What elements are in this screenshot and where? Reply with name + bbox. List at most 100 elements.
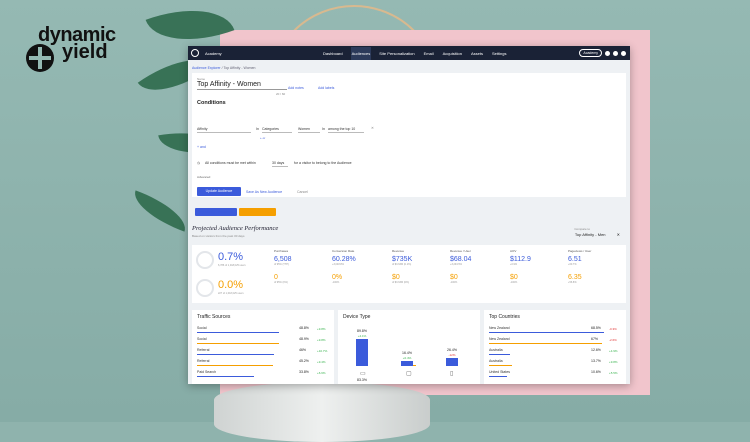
chip-men[interactable]: Top Affinity - Men ✕ bbox=[238, 208, 276, 216]
chip-women-label: Top Affinity - Women bbox=[198, 210, 230, 214]
nav-site-personalization[interactable]: Site Personalization bbox=[379, 50, 415, 56]
reach-a-pct: 0.7% bbox=[218, 251, 244, 263]
country-row-bar bbox=[489, 332, 605, 333]
country-row-value: 12.6% bbox=[591, 348, 601, 352]
country-row-delta: +5.5% bbox=[609, 370, 618, 375]
metric-label: Conversion Rate bbox=[332, 249, 355, 253]
traffic-row-delta: +9.8% bbox=[317, 326, 326, 331]
device-bar-a bbox=[401, 361, 413, 366]
visitor-belong-text: for a visitor to belong to the Audience bbox=[294, 161, 352, 165]
user-pill[interactable]: Academy bbox=[579, 49, 602, 57]
advanced-toggle[interactable]: Advanced bbox=[197, 175, 211, 179]
conditions-heading: Conditions bbox=[197, 100, 226, 106]
metric-b: 6.35 bbox=[568, 274, 582, 281]
metric-b: $0 bbox=[392, 274, 400, 281]
chip-women[interactable]: Top Affinity - Women ✕ bbox=[195, 208, 237, 216]
metric-a: 6,508 bbox=[274, 256, 292, 263]
nav-acquisition[interactable]: Acquisition bbox=[442, 50, 462, 56]
metric-b-sub: of 95% (0%) bbox=[274, 281, 288, 284]
name-counter: 20 / 60 bbox=[276, 92, 286, 96]
metric-b-delta: +56.8% bbox=[568, 281, 577, 284]
nav-settings[interactable]: Settings bbox=[492, 50, 507, 56]
reach-ring-b bbox=[196, 279, 214, 297]
top-countries-card: Top Countries New Zealand 68.5% -0.3% New Z… bbox=[484, 310, 626, 384]
country-row-bar bbox=[489, 354, 511, 355]
metric-label: Revenue / User bbox=[450, 249, 471, 253]
nav-audiences[interactable]: Audiences bbox=[350, 46, 372, 60]
cart-icon[interactable] bbox=[621, 50, 626, 56]
nav-dashboard[interactable]: Dashboard bbox=[323, 50, 343, 56]
metric-b: $0 bbox=[450, 274, 458, 281]
traffic-row-delta: +10.7% bbox=[317, 348, 328, 353]
metric-a: 6.51 bbox=[568, 256, 582, 263]
condition-value-select[interactable]: Women bbox=[298, 127, 320, 133]
traffic-row-bar bbox=[197, 354, 275, 355]
remove-condition-icon[interactable]: ✕ bbox=[371, 126, 374, 130]
site-selector[interactable]: Academy bbox=[205, 50, 222, 56]
cancel-button[interactable]: Cancel bbox=[297, 190, 308, 194]
metric-b-delta: -100% bbox=[510, 281, 518, 284]
metric-pageviews-per-user: Pageviews / User 6.51 +60.7% 6.35 +56.8% bbox=[568, 249, 623, 284]
traffic-row-name: Paid Search bbox=[197, 370, 217, 374]
country-row-name: New Zealand bbox=[489, 326, 510, 330]
metric-b-delta: -100% bbox=[332, 281, 340, 284]
metric-label: AOV bbox=[510, 249, 517, 253]
chip-close-icon[interactable]: ✕ bbox=[230, 210, 234, 214]
brand-line2: yield bbox=[62, 41, 108, 63]
condition-field-select[interactable]: Affinity bbox=[197, 127, 251, 133]
reach-ring-a bbox=[196, 251, 214, 269]
save-new-audience-button[interactable]: Save As New Audience bbox=[246, 190, 283, 194]
traffic-row-name: Referral bbox=[197, 359, 210, 363]
metric-a-delta: +60.7% bbox=[568, 263, 577, 266]
metrics-panel: 0.7% 6,786 of 1,018,025 users 0.0% 227 o… bbox=[192, 245, 626, 303]
projected-title: Projected Audience Performance bbox=[192, 225, 279, 232]
metric-purchases: Purchases 6,508 of 95% (TTP) 0 of 95% (0… bbox=[274, 249, 329, 284]
metric-a-delta: +0.9% bbox=[510, 263, 518, 266]
audience-name-input[interactable]: Top Affinity - Women bbox=[197, 81, 287, 90]
mobile-icon: ▯ bbox=[450, 371, 454, 377]
device-value-b: 83.3% bbox=[357, 378, 367, 382]
add-labels-link[interactable]: Add labels bbox=[318, 86, 335, 90]
add-notes-link[interactable]: Add notes bbox=[288, 86, 304, 90]
chip-close-icon[interactable]: ✕ bbox=[269, 210, 273, 214]
country-row-delta: -2.6% bbox=[609, 337, 617, 342]
device-type-title: Device Type bbox=[343, 314, 371, 320]
metric-a: $735K bbox=[392, 256, 413, 263]
condition-in2-text: In bbox=[322, 127, 325, 131]
compare-select[interactable]: Top Affinity - Men ✕ bbox=[575, 232, 620, 237]
update-audience-button[interactable]: Update Audience bbox=[197, 187, 241, 196]
metric-label: Pageviews / User bbox=[568, 249, 592, 253]
top-countries-title: Top Countries bbox=[489, 314, 520, 320]
device-delta-a: +4.1% bbox=[357, 334, 367, 339]
days-select[interactable]: 30 days bbox=[272, 161, 288, 167]
breadcrumb: Audience Explorer / Top Affinity - Women bbox=[192, 66, 255, 70]
clear-compare-icon[interactable]: ✕ bbox=[616, 232, 620, 237]
breadcrumb-current: Top Affinity - Women bbox=[223, 66, 256, 70]
traffic-row-bar bbox=[197, 365, 273, 366]
metric-revenue-per-user: Revenue / User $68.04 +3,294.5% $0 -100% bbox=[450, 249, 505, 284]
reach-a-sub: 6,786 of 1,018,025 users bbox=[218, 264, 246, 267]
condition-range-select[interactable]: among the top 10 bbox=[328, 127, 364, 133]
compare-value: Top Affinity - Men bbox=[574, 232, 606, 237]
tablet-icon: ▢ bbox=[406, 371, 412, 377]
breadcrumb-parent[interactable]: Audience Explorer bbox=[192, 66, 221, 70]
profile-icon[interactable] bbox=[613, 50, 618, 56]
or-link[interactable]: + or bbox=[260, 136, 266, 140]
traffic-row-value: 45.2% bbox=[299, 359, 309, 363]
metric-a: 60.28% bbox=[332, 256, 356, 263]
metric-revenue: Revenue $735K of $3.63M (0.1%) $0 of $3.… bbox=[392, 249, 447, 284]
metric-a: $112.9 bbox=[510, 256, 531, 263]
nav-assets[interactable]: Assets bbox=[470, 50, 483, 56]
nav-email[interactable]: Email bbox=[423, 50, 434, 56]
chip-men-label: Top Affinity - Men bbox=[241, 210, 269, 214]
audience-chips: Top Affinity - Women ✕ Top Affinity - Me… bbox=[195, 208, 276, 216]
app-logo-icon[interactable] bbox=[191, 49, 199, 57]
and-link[interactable]: + and bbox=[197, 145, 206, 149]
compare-label: Compare to bbox=[574, 227, 590, 231]
country-row-value: 13.7% bbox=[591, 359, 601, 363]
help-icon[interactable] bbox=[605, 50, 610, 56]
projected-subtitle: Based on visitors from the past 30 days bbox=[192, 234, 245, 238]
condition-type-select[interactable]: Categories bbox=[262, 127, 292, 133]
traffic-sources-title: Traffic Sources bbox=[197, 314, 231, 320]
device-type-card: Device Type 89.8% +4.1% 83.3% 16.4% +0.4% 26.… bbox=[338, 310, 480, 384]
